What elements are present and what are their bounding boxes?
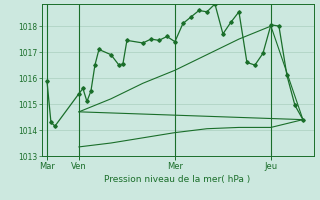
X-axis label: Pression niveau de la mer( hPa ): Pression niveau de la mer( hPa ): [104, 175, 251, 184]
